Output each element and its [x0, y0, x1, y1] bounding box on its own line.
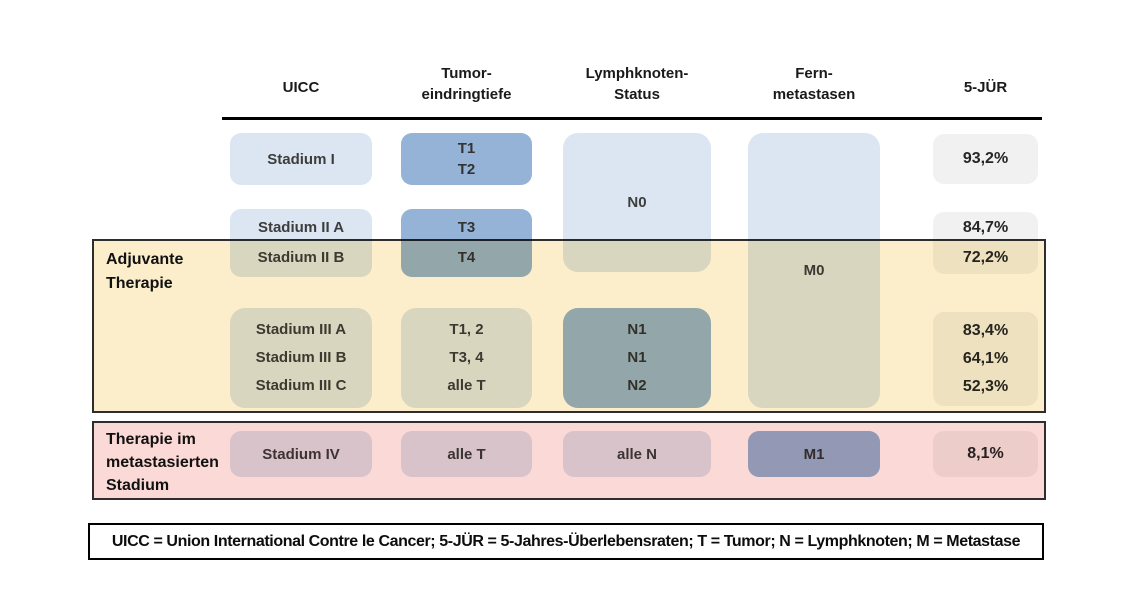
- adjuvant-therapy-overlay: Adjuvante Therapie: [92, 239, 1046, 413]
- overlay-label-line: Adjuvante: [106, 251, 184, 268]
- cell-line: Stadium II A: [257, 219, 345, 236]
- header-line: eindringtiefe: [421, 86, 512, 103]
- cell-line: T3: [457, 219, 476, 236]
- overlay-label-line: metastasierten: [106, 454, 219, 471]
- column-header-node-status: Lymphknoten- Status: [563, 56, 711, 105]
- header-line: Tumor-: [441, 65, 492, 82]
- metastatic-therapy-overlay: Therapie im metastasierten Stadium: [92, 421, 1046, 500]
- overlay-label-line: Therapie im: [106, 431, 196, 448]
- overlay-label-line: Stadium: [106, 477, 170, 494]
- cell-line: T1: [457, 140, 476, 157]
- legend-footnote: UICC = Union International Contre le Can…: [88, 523, 1044, 560]
- header-line: Fern-: [795, 65, 833, 82]
- cell-t1-t2: T1 T2: [401, 133, 532, 185]
- header-line: metastasen: [772, 86, 856, 103]
- legend-text: UICC = Union International Contre le Can…: [111, 532, 1021, 550]
- header-line: Status: [614, 86, 660, 103]
- header-line: Lymphknoten-: [585, 65, 689, 82]
- header-divider: [222, 117, 1042, 120]
- cell-stadium-i: Stadium I: [230, 133, 372, 185]
- cell-survival-stage-i: 93,2%: [933, 134, 1038, 184]
- cell-label: 93,2%: [962, 150, 1009, 167]
- column-header-5yr-survival: 5-JÜR: [933, 56, 1038, 105]
- header-line: UICC: [282, 79, 320, 96]
- column-header-distant-metastasis: Fern- metastasen: [748, 56, 880, 105]
- metastatic-therapy-label: Therapie im metastasierten Stadium: [106, 428, 219, 497]
- column-header-tumor-depth: Tumor- eindringtiefe: [401, 56, 532, 105]
- cell-line: 84,7%: [962, 219, 1009, 236]
- cell-label: Stadium I: [267, 150, 335, 168]
- adjuvant-therapy-label: Adjuvante Therapie: [106, 248, 183, 296]
- overlay-label-line: Therapie: [106, 275, 173, 292]
- cell-line: T2: [457, 161, 476, 178]
- header-line: 5-JÜR: [963, 79, 1008, 96]
- column-header-uicc: UICC: [230, 56, 372, 105]
- cell-label: N0: [627, 194, 647, 211]
